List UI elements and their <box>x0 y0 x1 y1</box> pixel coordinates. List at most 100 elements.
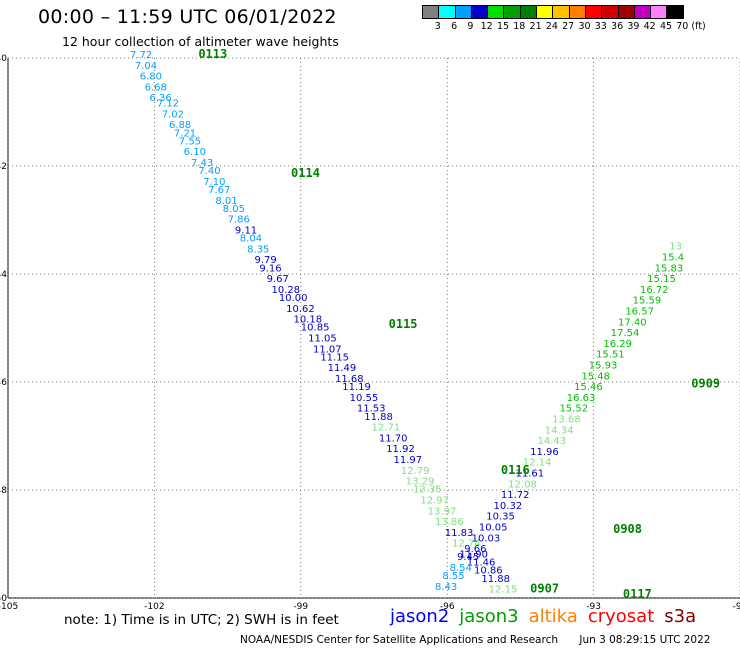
wave-height-value: 11.96 <box>530 447 559 458</box>
wave-height-value: 12.74 <box>452 539 481 550</box>
footer-center: NOAA/NESDIS Center for Satellite Applica… <box>240 634 558 646</box>
wave-height-value: 7.04 <box>135 61 157 72</box>
wave-height-value: 13 <box>669 242 682 253</box>
wave-height-value: 7.02 <box>162 109 184 120</box>
wave-height-value: 10.28 <box>272 285 301 296</box>
wave-height-value: 11.05 <box>308 334 337 345</box>
wave-height-value: 10.55 <box>350 393 379 404</box>
time-marker: 0909 <box>691 376 720 390</box>
legend-label: 18 <box>513 21 526 32</box>
wave-height-value: 16.63 <box>567 393 596 404</box>
wave-height-value: 6.68 <box>145 82 167 93</box>
lon-tick-label: -93 <box>586 602 601 612</box>
legend-label: (ft) <box>691 21 706 32</box>
wave-height-value: 9.79 <box>254 255 276 266</box>
wave-height-value: 8.43 <box>435 582 457 593</box>
wave-height-value: 16.72 <box>640 285 669 296</box>
satellite-altika: altika <box>528 606 578 627</box>
wave-height-value: 13.29 <box>406 477 435 488</box>
wave-height-value: 7.43 <box>191 158 213 169</box>
wave-height-value: 12.08 <box>508 479 537 490</box>
wave-height-value: 8.01 <box>215 196 237 207</box>
time-marker: 0113 <box>198 47 227 61</box>
wave-height-value: 11.83 <box>445 528 474 539</box>
wave-height-value: 9.67 <box>267 274 289 285</box>
wave-height-value: 8.04 <box>240 234 262 245</box>
wave-height-value: 11.19 <box>342 382 371 393</box>
legend-label: 33 <box>594 21 607 32</box>
wave-height-value: 13.86 <box>435 517 464 528</box>
wave-height-value: 15.46 <box>574 382 603 393</box>
wave-height-value: 10.85 <box>301 323 330 334</box>
wave-height-value: 12.15 <box>489 585 518 596</box>
wave-height-value: 10.86 <box>474 566 503 577</box>
wave-height-value: 10.18 <box>293 315 322 326</box>
wave-height-value: 10.03 <box>472 533 501 544</box>
legend-label: 36 <box>611 21 624 32</box>
wave-height-value: 15.4 <box>662 253 684 264</box>
wave-height-value: 16.57 <box>625 307 654 318</box>
note-text: note: 1) Time is in UTC; 2) SWH is in fe… <box>64 612 339 628</box>
wave-height-value: 7.21 <box>174 128 196 139</box>
wave-height-value: 15.93 <box>589 361 618 372</box>
legend-label: 9 <box>467 21 474 32</box>
lon-tick-label: -99 <box>293 602 308 612</box>
legend-label: 42 <box>643 21 656 32</box>
time-marker: 0117 <box>623 587 652 601</box>
wave-height-value: 11.88 <box>364 412 393 423</box>
wave-height-value: 13.68 <box>552 415 581 426</box>
legend-label: 15 <box>496 21 510 32</box>
wave-height-value: 15.51 <box>596 350 625 361</box>
footer: NOAA/NESDIS Center for Satellite Applica… <box>240 634 728 646</box>
wave-height-value: 12.35 <box>413 485 442 496</box>
chart-subtitle: 12 hour collection of altimeter wave hei… <box>62 34 339 49</box>
legend-labels: 3 6 9 12 15 18 21 24 27 30 33 36 39 42 45 70 (ft) <box>422 21 740 35</box>
wave-height-value: 7.86 <box>228 215 250 226</box>
wave-height-value: 12.79 <box>401 466 430 477</box>
wave-height-value: 11.97 <box>394 455 423 466</box>
wave-height-value: 15.83 <box>655 263 684 274</box>
wave-height-value: 12.71 <box>372 423 401 434</box>
wave-height-value: 9.11 <box>235 226 257 237</box>
wave-height-value: 6.36 <box>150 93 172 104</box>
wave-height-value: 11.15 <box>320 352 349 363</box>
wave-height-value: 14.34 <box>545 425 574 436</box>
wave-height-value: 11.90 <box>459 550 488 561</box>
wave-height-value: 7.72 <box>130 50 152 61</box>
wave-height-value: 11.61 <box>516 469 545 480</box>
wave-height-value: 8.05 <box>223 204 245 215</box>
wave-height-value: 11.07 <box>313 344 342 355</box>
satellite-jason2: jason2 <box>390 606 450 627</box>
wave-height-value: 7.40 <box>198 166 220 177</box>
wave-height-value: 10.35 <box>486 512 515 523</box>
lon-tick-label: -102 <box>144 602 164 612</box>
wave-height-value: 12.97 <box>420 496 449 507</box>
wave-height-value: 8.35 <box>247 244 269 255</box>
wave-height-value: 15.48 <box>581 371 610 382</box>
wave-height-value: 6.88 <box>169 120 191 131</box>
wave-height-value: 13.97 <box>428 506 457 517</box>
wave-height-value: 7.55 <box>179 136 201 147</box>
wave-height-value: 11.72 <box>501 490 530 501</box>
wave-height-value: 10.62 <box>286 304 315 315</box>
wave-height-value: 10.32 <box>494 501 523 512</box>
wave-height-value: 10.00 <box>279 293 308 304</box>
wave-height-value: 10.05 <box>479 523 508 534</box>
wave-height-value: 12.14 <box>523 458 552 469</box>
lat-tick-label: -48 <box>0 486 7 496</box>
legend-label: 3 <box>434 21 441 32</box>
wave-height-value: 11.92 <box>386 444 415 455</box>
lat-tick-label: -46 <box>0 378 7 388</box>
color-legend <box>422 5 684 19</box>
wave-height-value: 9.66 <box>464 544 486 555</box>
time-marker: 0908 <box>613 522 642 536</box>
wave-height-value: 14.43 <box>537 436 566 447</box>
wave-height-value: 15.15 <box>647 274 676 285</box>
time-marker: 0115 <box>389 317 418 331</box>
wave-height-value: 11.49 <box>328 363 357 374</box>
wave-height-value: 8.55 <box>442 571 464 582</box>
wave-height-value: 7.67 <box>208 185 230 196</box>
legend-label: 21 <box>529 21 542 32</box>
lon-tick-label: -96 <box>440 602 455 612</box>
wave-height-value: 8.54 <box>450 563 472 574</box>
